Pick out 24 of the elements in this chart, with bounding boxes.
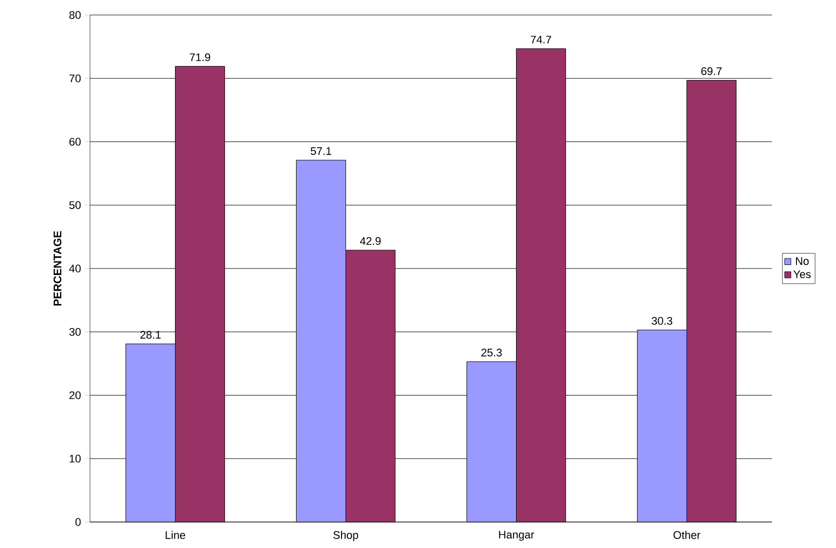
data-label: 57.1 (310, 147, 332, 155)
data-label: 28.1 (140, 330, 161, 339)
y-tick-label: 20 (69, 391, 81, 400)
data-label: 71.9 (190, 53, 210, 62)
y-tick-label: 30 (69, 328, 81, 336)
legend-label: Yes (793, 270, 811, 278)
y-tick-label: 70 (69, 74, 81, 82)
data-label: 74.7 (530, 36, 552, 44)
legend-label: No (796, 257, 809, 265)
data-label: 69.7 (701, 67, 722, 76)
x-tick-label: Shop (333, 530, 358, 542)
y-axis-title: PERCENTAGE (54, 231, 62, 306)
data-label: 42.9 (360, 237, 381, 245)
y-tick-label: 50 (69, 201, 81, 210)
y-tick-label: 40 (69, 264, 81, 272)
y-tick-label: 80 (69, 11, 81, 19)
y-tick-label: 0 (75, 518, 81, 526)
data-label: 25.3 (481, 348, 502, 356)
y-tick-label: 10 (70, 454, 81, 463)
x-tick-label: Hangar (499, 530, 534, 541)
data-label: 30.3 (652, 316, 672, 325)
x-tick-label: Other (674, 530, 700, 539)
y-tick-label: 60 (69, 138, 81, 146)
x-tick-label: Line (166, 530, 186, 539)
